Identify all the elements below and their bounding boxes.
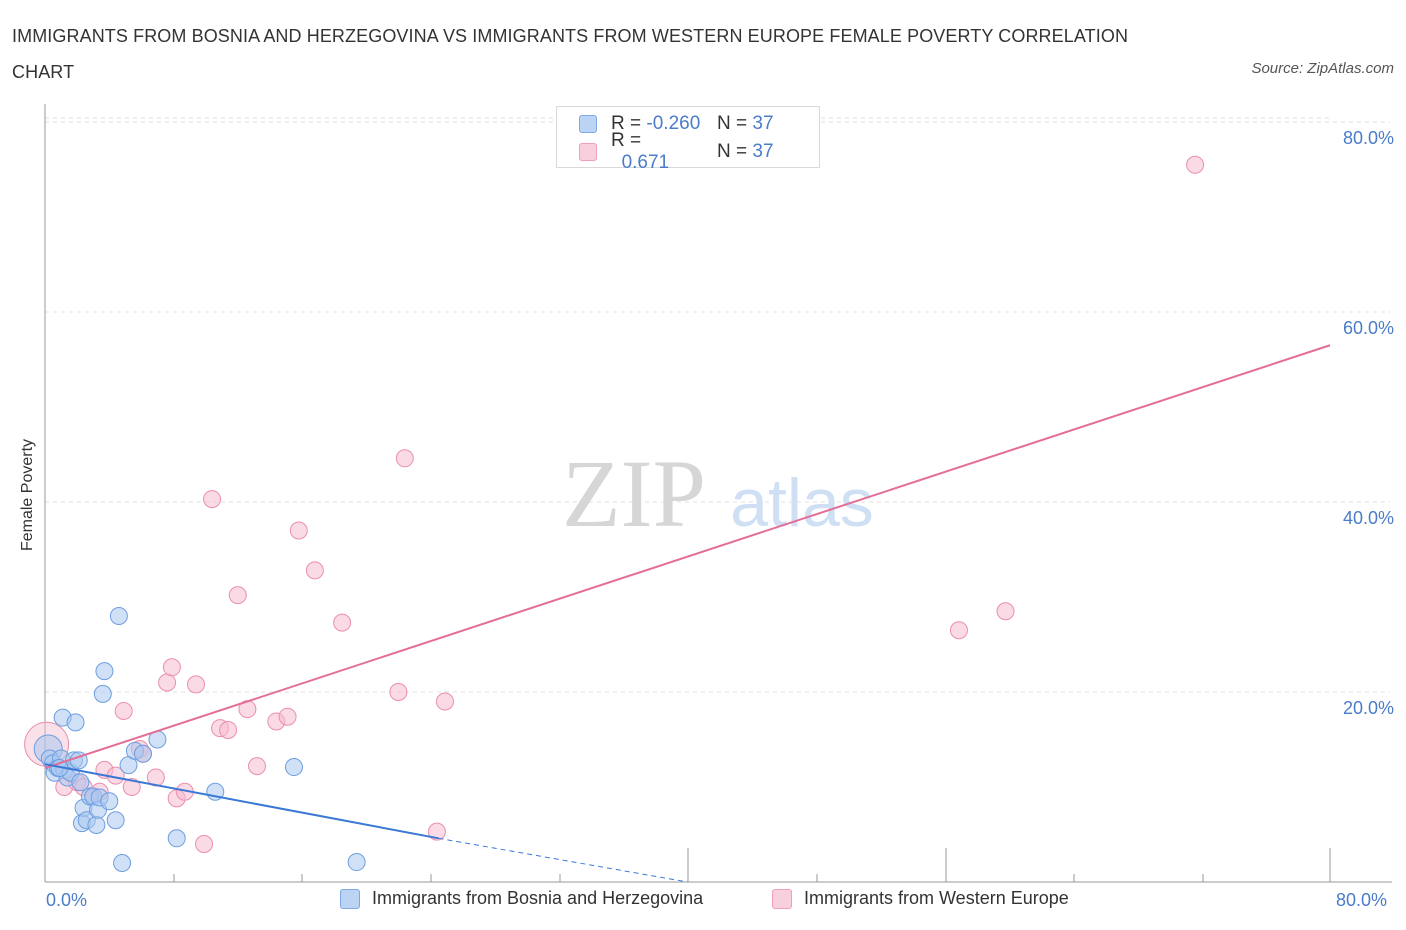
- legend-n-western-europe: N = 37: [717, 141, 774, 162]
- data-point-bosnia: [109, 607, 128, 625]
- legend-r-bosnia: R = -0.260: [611, 113, 701, 134]
- bottom-legend-bosnia: Immigrants from Bosnia and Herzegovina: [340, 888, 703, 909]
- data-point-western-europe: [158, 673, 177, 692]
- bottom-legend-western-europe: Immigrants from Western Europe: [772, 888, 1069, 909]
- data-point-western-europe: [278, 707, 297, 726]
- data-point-western-europe: [395, 449, 414, 468]
- y-tick-label: 40.0%: [1342, 508, 1394, 528]
- source-credit: Source: ZipAtlas.com: [1251, 60, 1394, 77]
- watermark-zip: ZIP: [562, 440, 706, 547]
- data-point-bosnia: [71, 773, 90, 792]
- legend-swatch-pink: [579, 143, 597, 161]
- data-point-western-europe: [114, 702, 133, 720]
- x-tick-min: 0.0%: [46, 890, 88, 910]
- y-tick-label: 80.0%: [1342, 128, 1394, 148]
- legend-row-western-europe: R = 0.671 N = 37: [579, 130, 774, 173]
- data-point-bosnia: [100, 792, 119, 811]
- x-tick-max: 80.0%: [1336, 890, 1388, 910]
- data-point-bosnia: [347, 853, 366, 872]
- data-point-western-europe: [195, 835, 214, 853]
- bottom-legend-swatch-blue: [340, 888, 360, 909]
- data-point-western-europe: [1186, 155, 1205, 174]
- legend-row-bosnia: R = -0.260 N = 37: [579, 111, 774, 137]
- data-point-western-europe: [203, 490, 222, 509]
- data-point-bosnia: [106, 811, 125, 830]
- data-point-western-europe: [949, 621, 968, 640]
- chart-title: IMMIGRANTS FROM BOSNIA AND HERZEGOVINA V…: [12, 26, 1129, 82]
- bottom-legend-label-bosnia: Immigrants from Bosnia and Herzegovina: [372, 888, 704, 908]
- data-point-bosnia: [167, 829, 186, 848]
- trend-line-bosnia: [44, 763, 439, 840]
- data-point-bosnia: [113, 854, 132, 872]
- data-point-bosnia: [133, 744, 152, 763]
- data-point-western-europe: [333, 613, 352, 632]
- watermark: ZIP atlas: [562, 440, 874, 547]
- data-point-western-europe: [228, 586, 247, 605]
- data-point-western-europe: [389, 683, 408, 701]
- data-point-western-europe: [162, 658, 181, 677]
- data-point-bosnia: [87, 816, 106, 834]
- data-point-western-europe: [435, 692, 454, 711]
- gridlines: [45, 117, 1390, 693]
- legend-r-western-europe: R = 0.671: [611, 130, 670, 173]
- axes: [44, 104, 1392, 883]
- data-point-bosnia: [284, 758, 303, 777]
- y-tick-label: 60.0%: [1342, 318, 1394, 338]
- data-point-bosnia: [93, 684, 112, 703]
- trend-lines: [44, 344, 1331, 883]
- data-point-western-europe: [996, 602, 1015, 621]
- data-point-western-europe: [122, 778, 141, 796]
- legend-swatch-blue: [579, 115, 597, 133]
- trend-line-western-europe: [44, 344, 1331, 769]
- correlation-legend: R = -0.260 N = 37 R = 0.671 N = 37: [556, 106, 820, 173]
- bottom-legend-swatch-pink: [772, 888, 792, 909]
- data-point-western-europe: [427, 822, 446, 841]
- data-point-western-europe: [289, 521, 308, 540]
- legend-n-bosnia: N = 37: [717, 113, 774, 134]
- bottom-legend: Immigrants from Bosnia and Herzegovina I…: [0, 888, 1406, 916]
- trend-line-bosnia-extension: [438, 837, 688, 883]
- data-point-western-europe: [219, 721, 238, 739]
- y-tick-label: 20.0%: [1342, 698, 1394, 718]
- data-point-bosnia: [95, 662, 114, 681]
- bottom-legend-label-western-europe: Immigrants from Western Europe: [804, 888, 1069, 908]
- data-point-bosnia: [66, 713, 85, 732]
- data-point-western-europe: [248, 757, 267, 776]
- series-bosnia-points: [33, 607, 366, 872]
- data-point-western-europe: [305, 561, 324, 580]
- data-point-western-europe: [186, 675, 205, 694]
